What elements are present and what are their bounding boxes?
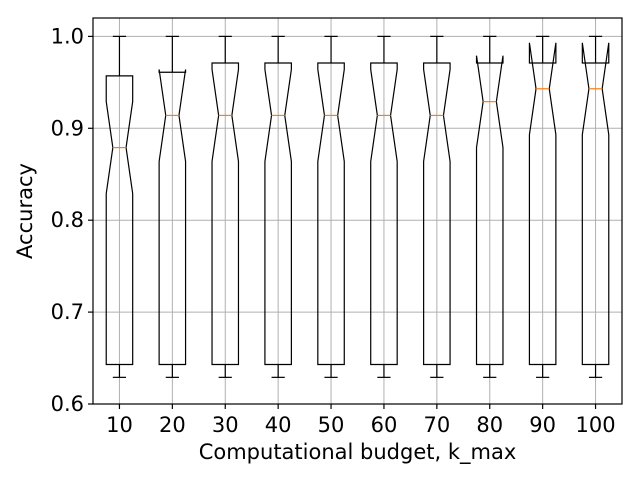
box-body [105, 75, 134, 366]
x-tick-label: 70 [423, 413, 450, 437]
box-70 [423, 35, 451, 378]
plot-frame [92, 17, 623, 405]
box-body [158, 69, 187, 366]
y-tick-label: 0.6 [51, 392, 84, 416]
x-tick-label: 20 [159, 413, 186, 437]
box-body [317, 62, 345, 366]
y-tick-label: 1.0 [51, 24, 84, 48]
box-body [581, 42, 610, 366]
y-tick-label: 0.7 [51, 300, 84, 324]
x-tick-label: 100 [576, 413, 616, 437]
x-tick-label: 10 [106, 413, 133, 437]
x-tick-label: 50 [318, 413, 345, 437]
box-60 [370, 35, 398, 378]
y-tick-label: 0.8 [51, 208, 84, 232]
y-axis-label: Accuracy [13, 163, 37, 259]
box-10 [105, 35, 134, 378]
box-body [528, 42, 557, 366]
box-body [475, 55, 504, 366]
box-40 [264, 35, 292, 378]
box-50 [317, 35, 345, 378]
box-80 [475, 35, 504, 378]
y-tick-label: 0.9 [51, 116, 84, 140]
box-30 [211, 35, 240, 378]
box-body [370, 62, 398, 366]
tick-layer: 0.6 0.7 0.8 0.9 1.0 10 20 30 40 50 60 70 80 90 100 [51, 24, 616, 437]
x-tick-label: 80 [476, 413, 503, 437]
box-20 [158, 35, 187, 378]
box-body [264, 62, 292, 366]
x-tick-label: 60 [371, 413, 398, 437]
x-axis-label: Computational budget, k_max [199, 440, 517, 465]
box-layer [105, 35, 610, 378]
x-tick-label: 30 [212, 413, 239, 437]
box-body [423, 62, 451, 366]
x-tick-label: 90 [529, 413, 556, 437]
grid-layer [93, 18, 622, 405]
box-100 [581, 35, 610, 378]
x-tick-label: 40 [265, 413, 292, 437]
box-90 [528, 35, 557, 378]
box-body [211, 62, 240, 366]
